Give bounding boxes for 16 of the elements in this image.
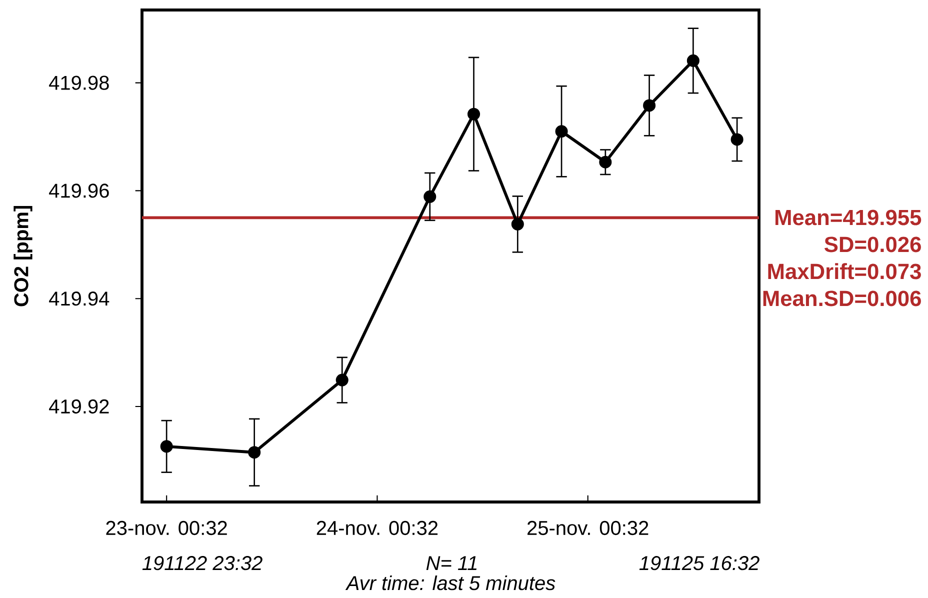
x-tick-label: 25-nov. 00:32 <box>528 520 648 536</box>
y-tick-label: 419.98 <box>49 76 109 90</box>
y-tick-label: 419.92 <box>49 399 109 414</box>
text: N= 11 <box>426 556 477 570</box>
y-tick-label: 419.96 <box>49 184 109 198</box>
text: 191122 23:32 <box>142 556 262 570</box>
text: Mean.SD=0.006 <box>763 290 921 306</box>
x-tick-label: 23-nov. 00:32 <box>106 520 227 536</box>
text: Avr time: last 5 minutes <box>345 575 556 590</box>
y-tick-label: 419.94 <box>49 292 110 306</box>
text: SD=0.026 <box>824 236 921 252</box>
ref-line-label: Mean=419.955 <box>775 210 922 226</box>
y-axis-title: CO2 [ppm] <box>14 206 32 306</box>
text: MaxDrift=0.073 <box>768 263 921 280</box>
x-tick-label: 24-nov. 00:32 <box>316 520 438 536</box>
text: 191125 16:32 <box>639 556 760 570</box>
